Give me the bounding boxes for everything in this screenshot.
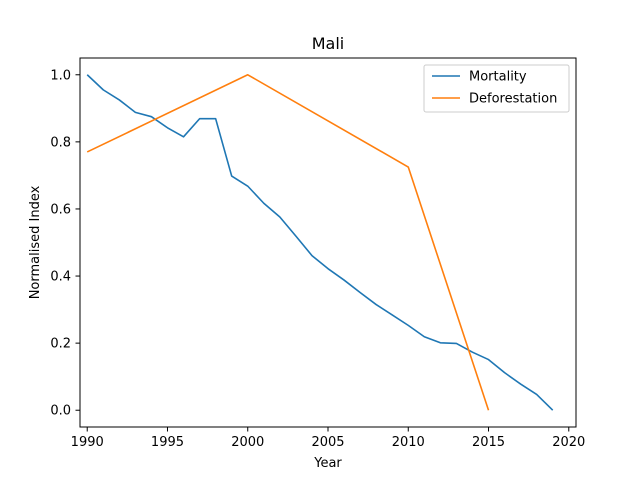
legend-label-deforestation: Deforestation xyxy=(469,92,557,107)
x-tick-label: 2020 xyxy=(552,435,585,450)
y-tick-label: 0.8 xyxy=(50,135,71,150)
y-axis-label: Normalised Index xyxy=(28,185,43,299)
y-tick-label: 0.2 xyxy=(50,337,71,352)
x-tick-label: 2015 xyxy=(472,435,505,450)
x-tick-label: 2005 xyxy=(311,435,344,450)
y-tick-label: 0.4 xyxy=(50,270,71,285)
x-tick-label: 2010 xyxy=(392,435,425,450)
y-tick-label: 0.6 xyxy=(50,202,71,217)
ticks-layer: 1990 1995 2000 2005 2010 2015 2020 0.0 0.2 0.4 0.6… xyxy=(50,68,585,450)
series-layer xyxy=(86,73,554,411)
series-line-mortality xyxy=(86,74,554,411)
x-tick-label: 1990 xyxy=(71,435,104,450)
legend-label-mortality: Mortality xyxy=(469,70,527,85)
series-line-deforestation xyxy=(86,73,490,411)
x-axis-label: Year xyxy=(313,456,342,471)
plot-area-frame xyxy=(79,57,577,428)
y-tick-label: 1.0 xyxy=(50,68,71,83)
chart-title: Mali xyxy=(312,34,345,53)
y-tick-label: 0.0 xyxy=(50,404,71,419)
legend-box xyxy=(423,64,570,113)
x-tick-label: 1995 xyxy=(151,435,184,450)
legend: Mortality Deforestation xyxy=(423,64,570,113)
x-tick-label: 2000 xyxy=(231,435,264,450)
